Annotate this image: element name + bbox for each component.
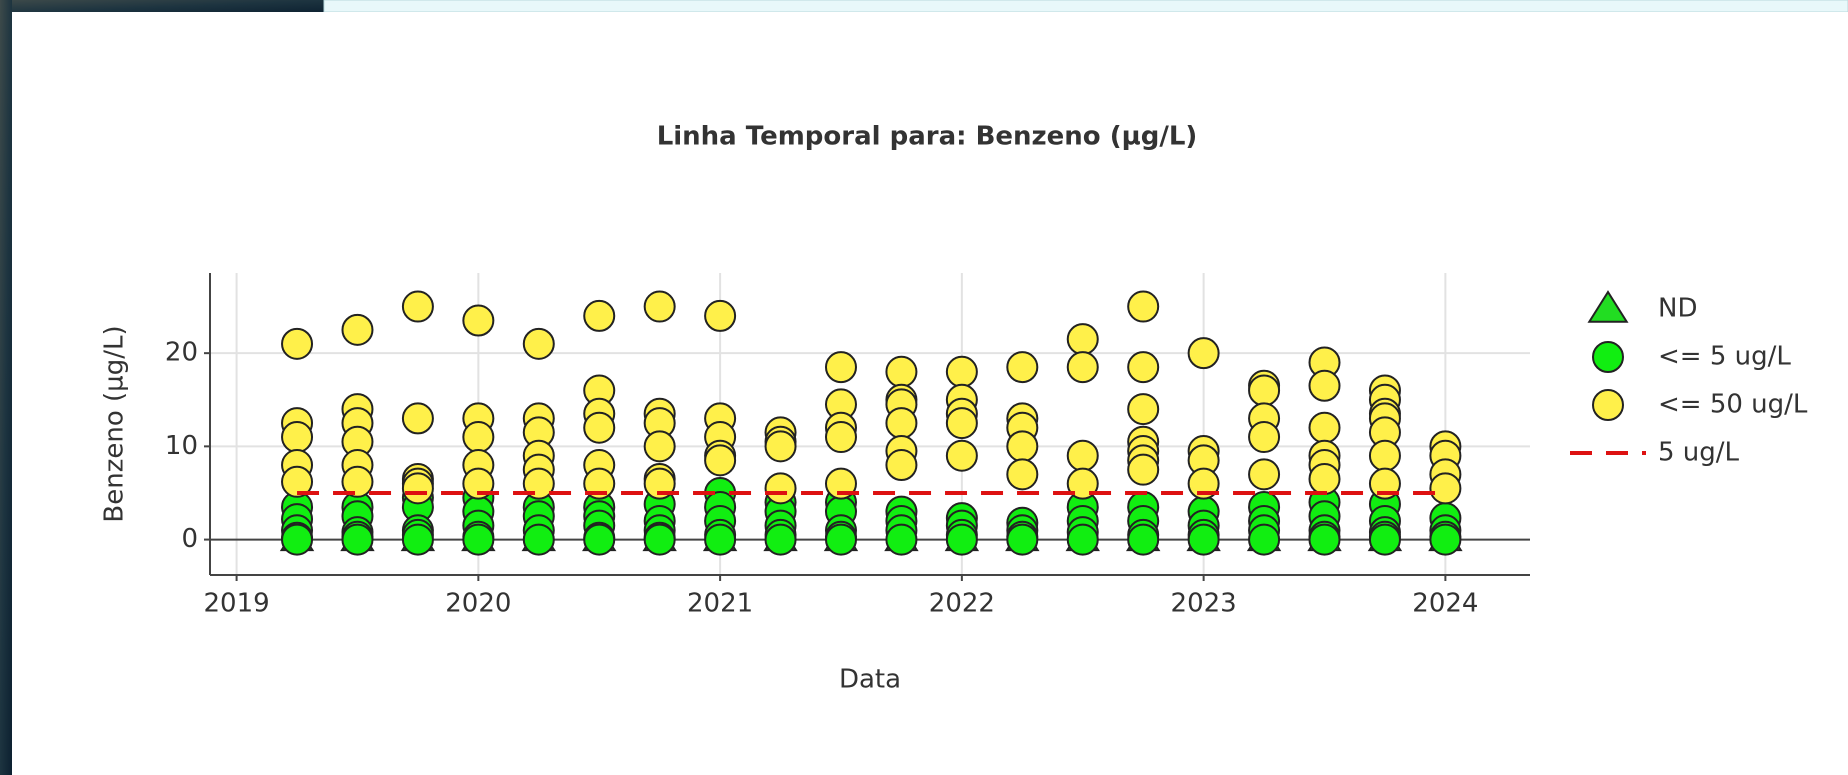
data-point [524, 329, 554, 359]
data-point [766, 473, 796, 503]
data-point [645, 525, 675, 555]
data-point [826, 352, 856, 382]
data-point [282, 422, 312, 452]
data-point [826, 525, 856, 555]
data-point [1310, 525, 1340, 555]
data-point [584, 413, 614, 443]
x-tick-label: 2019 [204, 589, 270, 619]
chart: Linha Temporal para: Benzeno (µg/L) Data… [0, 0, 1848, 775]
data-point [705, 525, 735, 555]
data-point [766, 525, 796, 555]
data-point [1128, 394, 1158, 424]
data-point [1128, 352, 1158, 382]
data-point [947, 441, 977, 471]
legend-marker [1593, 342, 1623, 372]
data-point [766, 431, 796, 461]
data-point [705, 445, 735, 475]
data-point [947, 357, 977, 387]
data-point [1310, 413, 1340, 443]
data-point [282, 525, 312, 555]
legend-label: 5 ug/L [1658, 438, 1740, 468]
data-point [1310, 371, 1340, 401]
legend-marker [1593, 390, 1623, 420]
data-point [524, 525, 554, 555]
y-tick-label: 10 [165, 431, 198, 461]
data-point [403, 525, 433, 555]
data-point [403, 473, 433, 503]
data-point [645, 431, 675, 461]
data-point [1430, 473, 1460, 503]
legend-label: ND [1658, 294, 1697, 324]
data-point [705, 301, 735, 331]
data-point [1068, 525, 1098, 555]
data-point [342, 525, 372, 555]
x-tick-label: 2021 [687, 589, 753, 619]
data-point [1189, 525, 1219, 555]
data-point [403, 292, 433, 322]
data-point [886, 408, 916, 438]
data-point [1007, 525, 1037, 555]
x-tick-label: 2023 [1171, 589, 1237, 619]
x-tick-label: 2024 [1412, 589, 1478, 619]
data-point [1370, 525, 1400, 555]
data-point [886, 450, 916, 480]
y-tick-label: 0 [181, 524, 198, 554]
data-point [947, 408, 977, 438]
data-point [1128, 292, 1158, 322]
data-point [1189, 338, 1219, 368]
data-point [584, 301, 614, 331]
x-tick-label: 2022 [929, 589, 995, 619]
data-point [282, 329, 312, 359]
legend-label: <= 50 ug/L [1658, 390, 1808, 420]
data-point [1310, 464, 1340, 494]
data-point [1007, 352, 1037, 382]
top-bar [324, 0, 1848, 12]
data-point [886, 525, 916, 555]
legend-label: <= 5 ug/L [1658, 342, 1791, 372]
data-point [1007, 431, 1037, 461]
data-point [584, 525, 614, 555]
data-point [1430, 525, 1460, 555]
data-point [947, 525, 977, 555]
data-point [1249, 375, 1279, 405]
data-point [1007, 459, 1037, 489]
data-point [403, 403, 433, 433]
data-point [1068, 441, 1098, 471]
data-point [1249, 422, 1279, 452]
data-point [1249, 459, 1279, 489]
data-point [1370, 441, 1400, 471]
data-point [645, 292, 675, 322]
data-point [463, 422, 493, 452]
x-tick-label: 2020 [445, 589, 511, 619]
data-point [463, 525, 493, 555]
data-point [1249, 525, 1279, 555]
data-point [463, 306, 493, 336]
y-tick-label: 20 [165, 338, 198, 368]
data-point [1068, 324, 1098, 354]
data-point [826, 422, 856, 452]
chart-title: Linha Temporal para: Benzeno (µg/L) [657, 122, 1198, 152]
data-point [886, 357, 916, 387]
y-axis-label: Benzeno (µg/L) [100, 325, 130, 522]
x-axis-label: Data [839, 665, 901, 695]
data-point [1128, 455, 1158, 485]
background-photo [0, 0, 324, 14]
data-point [342, 315, 372, 345]
data-point [1128, 525, 1158, 555]
page: Linha Temporal para: Benzeno (µg/L) Data… [0, 0, 1848, 775]
data-point [1068, 352, 1098, 382]
background-photo [0, 0, 12, 775]
